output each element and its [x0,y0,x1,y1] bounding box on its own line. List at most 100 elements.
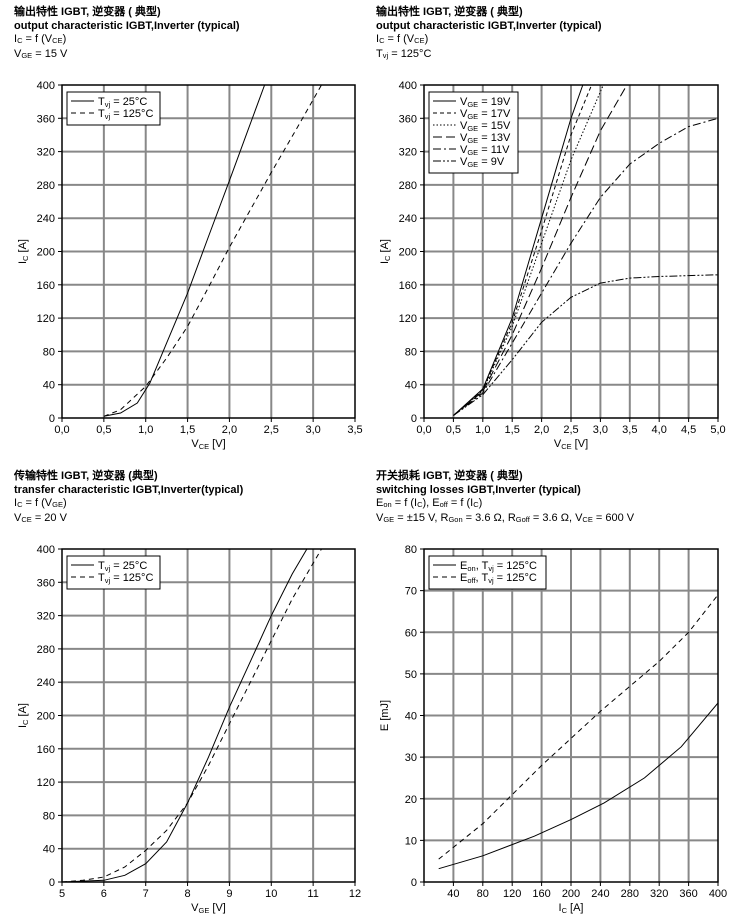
header-line: VGE = ±15 V, RGon = 3.6 Ω, RGoff = 3.6 Ω… [376,511,635,524]
y-tick-label: 280 [37,644,55,656]
label-part: E [460,572,467,584]
plot-frame [61,84,356,419]
label-part: V [460,132,468,144]
y-tick-label: 120 [37,777,55,789]
label-part: = 25°C [110,560,147,572]
header-line: 传输特性 IGBT, 逆变器 (典型) [14,470,158,482]
x-tick-label: 6 [101,888,107,900]
y-tick-label: 200 [399,247,417,259]
y-tick-label: 360 [37,577,55,589]
y-tick-label: 80 [43,346,55,358]
legend-label: Tvj​ = 125°C [98,572,153,585]
x-tick-label: 0,5 [446,424,461,436]
chart-3: 5 6 7 8 9 10 11 1204080120160200240280320360400… [17,544,361,915]
series-line [453,85,604,416]
x-tick-label: 3,0 [305,424,320,436]
legend-label: Tvj​ = 125°C [98,108,153,121]
series-line [103,85,322,417]
x-tick-label: 8 [185,888,191,900]
label-part: T [98,96,105,108]
label-part: [A] [567,902,584,914]
legend-label: Eoff​, Tvj​ = 125°C [460,572,537,585]
x-axis-label: VCE​ [V] [554,438,588,451]
header-line: IC = f (VGE) [14,497,67,509]
legend-box [428,91,519,174]
header-line: 输出特性 IGBT, 逆变器 ( 典型) [376,6,523,18]
label-part: = 125°C [110,572,153,584]
x-tick-label: 320 [650,888,668,900]
x-tick-label: 7 [143,888,149,900]
y-tick-label: 0 [49,877,55,889]
x-tick-label: 11 [307,888,318,900]
y-tick-label: 30 [405,752,417,764]
series-line [103,85,266,417]
label-part: V [460,96,468,108]
x-axis-label: VGE​ [V] [191,902,226,915]
legend-label: VGE​ = 9V [460,156,505,169]
header-output-characteristic-125c: 输出特性 IGBT, 逆变器 ( 典型) output characteristi… [376,6,602,62]
header-line: IC = f (VCE) [14,33,67,45]
legend-label: Tvj​ = 25°C [98,96,147,109]
label-part: GE [198,906,209,915]
x-tick-label: 4,5 [681,424,696,436]
header-line: IC = f (VCE) [376,33,429,45]
y-tick-label: 0 [411,413,417,425]
label-part: = 125°C [494,560,537,572]
label-part: , T [476,572,489,584]
label-part: E [mJ] [379,700,391,731]
x-tick-label: 2,5 [563,424,578,436]
x-tick-label: 80 [477,888,489,900]
y-tick-label: 320 [37,147,55,159]
y-tick-label: 60 [405,627,417,639]
x-tick-label: 4,0 [652,424,667,436]
y-tick-label: 200 [37,711,55,723]
x-tick-label: 280 [621,888,639,900]
y-tick-label: 360 [399,113,417,125]
header-output-characteristic-15v: 输出特性 IGBT, 逆变器 ( 典型) output characteristi… [14,6,240,62]
legend-label: VGE​ = 19V [460,96,511,109]
label-part: V [191,438,199,450]
header-line: Tvj = 125°C [376,47,432,60]
label-part: [A] [379,239,391,256]
label-part: vj [488,564,494,573]
y-tick-label: 20 [405,794,417,806]
header-line: VGE = 15 V [14,47,68,60]
header-line: transfer characteristic IGBT,Inverter(ty… [14,483,244,496]
y-tick-label: 10 [405,835,417,847]
label-part: I [17,725,29,728]
y-axis-label: IC​ [A] [17,703,30,728]
header-line: Eon = f (IC), Eoff = f (IC) [376,497,483,509]
y-tick-label: 240 [399,213,417,225]
label-part: = 25°C [110,96,147,108]
plot-frame [61,548,356,883]
label-part: GE [467,148,478,157]
series-line [62,549,322,882]
header-line: 开关损耗 IGBT, 逆变器 ( 典型) [376,470,523,482]
label-part: I [17,261,29,264]
plot-frame [423,548,719,883]
series-line [453,85,584,416]
x-tick-label: 3,5 [347,424,362,436]
y-tick-label: 160 [37,744,55,756]
y-tick-label: 50 [405,669,417,681]
legend-box [66,91,161,126]
x-tick-label: 200 [562,888,580,900]
label-part: = 17V [478,108,511,120]
header-transfer-characteristic: 传输特性 IGBT, 逆变器 (典型) transfer characterist… [14,470,243,526]
series-line [453,117,718,416]
plot-frame [423,84,719,419]
label-part: [V] [572,438,589,450]
label-part: V [460,156,468,168]
label-part: vj [488,576,494,585]
label-part: [A] [17,239,29,256]
y-tick-label: 400 [399,80,417,92]
legend-label: Tvj​ = 25°C [98,560,147,573]
label-part: vj [105,564,111,573]
y-tick-label: 400 [37,544,55,556]
label-part: GE [467,160,478,169]
legend-label: VGE​ = 11V [460,144,510,157]
x-tick-label: 1,5 [180,424,195,436]
x-tick-label: 3,5 [622,424,637,436]
y-tick-label: 320 [399,147,417,159]
header-line: switching losses IGBT,Inverter (typical) [376,483,581,496]
